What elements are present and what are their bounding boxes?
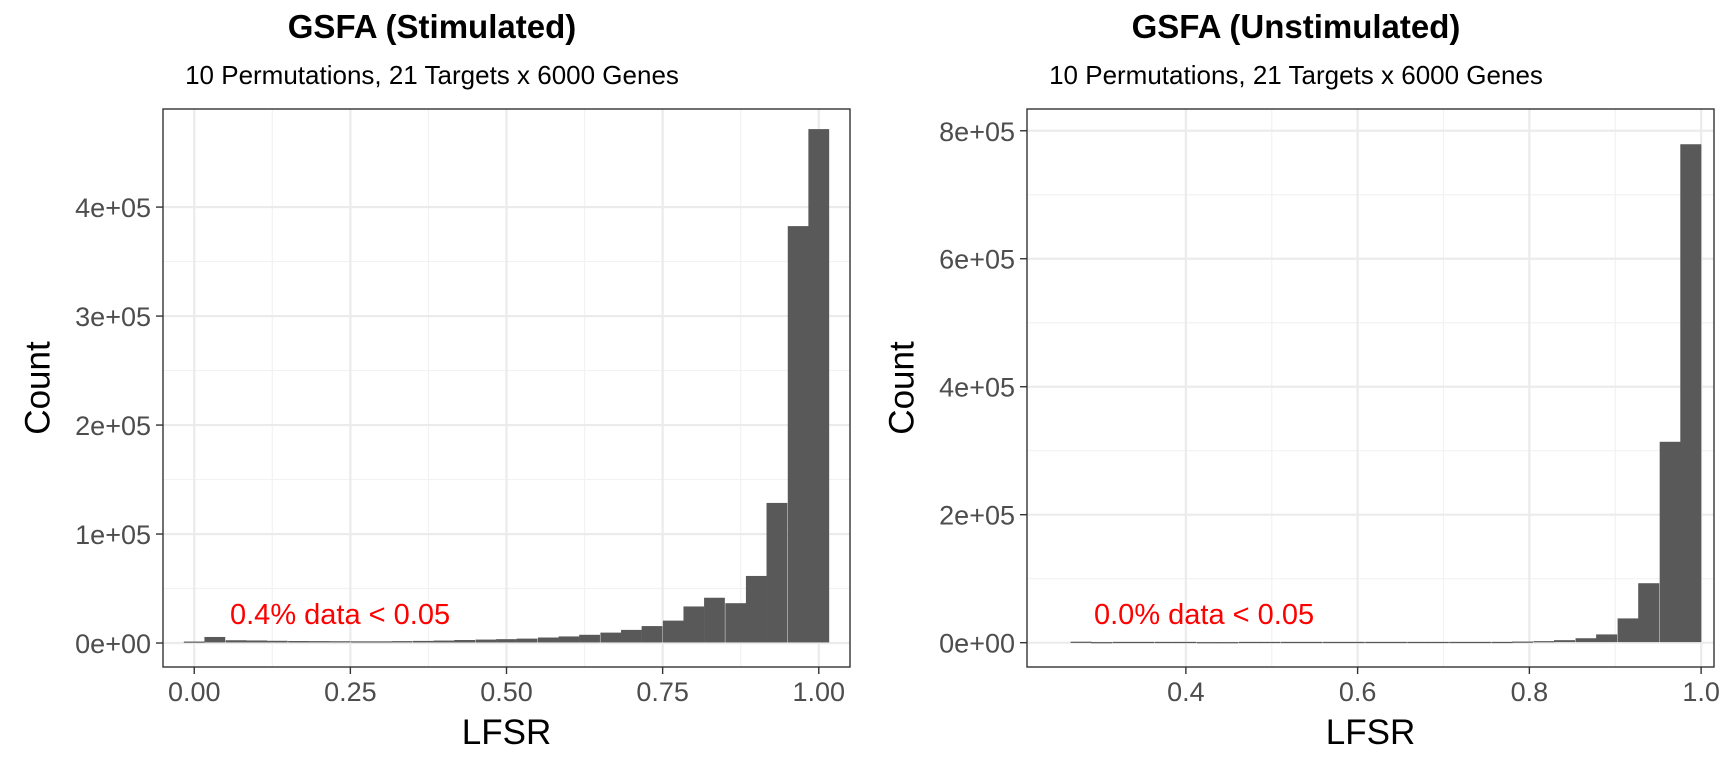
histogram-bar xyxy=(1280,641,1303,644)
x-tick-label: 1.00 xyxy=(792,677,845,707)
histogram-bar xyxy=(662,620,684,643)
y-tick-label: 2e+05 xyxy=(939,501,1015,531)
histogram-bar xyxy=(1533,641,1555,643)
histogram-bar xyxy=(475,639,497,643)
chart-subtitle: 10 Permutations, 21 Targets x 6000 Genes xyxy=(1049,60,1543,90)
histogram-bar xyxy=(1427,641,1449,644)
histogram-bar xyxy=(621,629,642,643)
histogram-bar xyxy=(454,640,476,643)
histogram-bar xyxy=(766,502,788,643)
histogram-bar xyxy=(1238,641,1260,644)
histogram-bar xyxy=(329,641,351,643)
y-tick-label: 6e+05 xyxy=(939,245,1015,275)
histogram-bar xyxy=(1554,640,1576,643)
histogram-stimulated: 0.00 0.25 0.50 0.75 1.00 0e+00 1e+05 2e+05 3e+05… xyxy=(18,108,851,752)
annotation-label: 0.0% data < 0.05 xyxy=(1094,599,1314,631)
x-tick-label: 0.25 xyxy=(324,677,377,707)
plot-border xyxy=(1026,108,1715,668)
histogram-bar xyxy=(745,575,767,643)
x-tick-label: 0.00 xyxy=(168,677,221,707)
annotation-label: 0.4% data < 0.05 xyxy=(230,599,450,631)
histogram-bar xyxy=(1217,642,1239,644)
y-tick-label: 3e+05 xyxy=(75,302,151,332)
histogram-bar xyxy=(1133,641,1155,644)
x-tick-label: 0.4 xyxy=(1167,677,1205,707)
x-axis-label: LFSR xyxy=(1326,713,1415,752)
histogram-bar xyxy=(371,641,392,643)
histogram-bar xyxy=(1407,641,1429,644)
histogram-bar xyxy=(1154,641,1176,644)
x-tick-label: 0.50 xyxy=(480,677,533,707)
histogram-bar xyxy=(683,606,705,643)
y-axis-label: Count xyxy=(18,341,57,435)
histogram-bar xyxy=(1175,641,1197,644)
histogram-bar xyxy=(1196,642,1218,644)
histogram-bar xyxy=(558,636,580,643)
histogram-bar xyxy=(537,637,559,643)
histogram-bar xyxy=(1301,641,1323,644)
y-tick-label: 0e+00 xyxy=(939,629,1015,659)
x-tick-label: 1.0 xyxy=(1682,677,1720,707)
histogram-bar xyxy=(496,639,517,643)
y-tick-label: 4e+05 xyxy=(939,373,1015,403)
histogram-bar xyxy=(246,640,268,643)
histogram-bar xyxy=(433,640,455,643)
chart-subtitle: 10 Permutations, 21 Targets x 6000 Genes xyxy=(185,60,679,90)
x-axis-label: LFSR xyxy=(462,713,551,752)
histogram-bar xyxy=(1365,641,1387,644)
histogram-bar xyxy=(1070,641,1092,643)
histogram-bar xyxy=(413,640,434,643)
histogram-bar xyxy=(1491,641,1513,644)
histogram-bar xyxy=(183,641,205,643)
y-tick-label: 8e+05 xyxy=(939,117,1015,147)
histogram-bar xyxy=(204,636,226,643)
histogram-bar xyxy=(808,129,830,643)
x-tick-label: 0.6 xyxy=(1339,677,1377,707)
histogram-bar xyxy=(1449,641,1471,644)
plot-area xyxy=(1027,109,1714,667)
histogram-bar xyxy=(725,603,747,643)
histogram-bar xyxy=(350,641,372,643)
histogram-bar xyxy=(1091,642,1113,644)
histogram-bar xyxy=(516,638,538,643)
histogram-bar xyxy=(225,640,247,643)
histogram-bar xyxy=(641,626,663,643)
x-tick-label: 0.75 xyxy=(636,677,689,707)
histogram-bar xyxy=(1343,641,1365,644)
histogram-bar xyxy=(391,641,413,643)
histogram-bar xyxy=(1511,641,1534,643)
chart-title: GSFA (Stimulated) xyxy=(287,8,577,45)
histogram-bar xyxy=(1659,441,1681,643)
histogram-bar xyxy=(1469,641,1491,644)
y-axis-label: Count xyxy=(882,341,921,435)
histogram-bar xyxy=(1112,641,1134,644)
histogram-bar xyxy=(600,632,622,643)
chart-panel-unstimulated: GSFA (Unstimulated) 10 Permutations, 21 … xyxy=(864,0,1728,768)
y-tick-label: 0e+00 xyxy=(75,629,151,659)
histogram-bar xyxy=(1638,583,1660,643)
histogram-bar xyxy=(579,634,600,643)
chart-panel-stimulated: GSFA (Stimulated) 10 Permutations, 21 Ta… xyxy=(18,8,851,752)
histogram-bar xyxy=(308,641,330,643)
histogram-bar xyxy=(266,640,288,643)
histogram-bar xyxy=(288,641,309,643)
histogram-bar xyxy=(1385,641,1407,644)
chart-title: GSFA (Unstimulated) xyxy=(1131,8,1461,45)
x-tick-label: 0.8 xyxy=(1511,677,1549,707)
histogram-bar xyxy=(1680,144,1702,643)
histogram-bar xyxy=(787,226,809,643)
histogram-bar xyxy=(1617,618,1639,643)
histogram-bar xyxy=(1575,638,1597,643)
y-tick-label: 2e+05 xyxy=(75,411,151,441)
histogram-unstimulated: 0.4 0.6 0.8 1.0 0e+00 2e+05 4e+05 6e+05 8e+05 LFS… xyxy=(882,108,1720,752)
y-tick-label: 1e+05 xyxy=(75,520,151,550)
histogram-bar xyxy=(1259,641,1281,644)
y-tick-label: 4e+05 xyxy=(75,193,151,223)
histogram-bar xyxy=(704,597,725,643)
histogram-bar xyxy=(1323,641,1345,644)
histogram-bar xyxy=(1596,634,1618,643)
